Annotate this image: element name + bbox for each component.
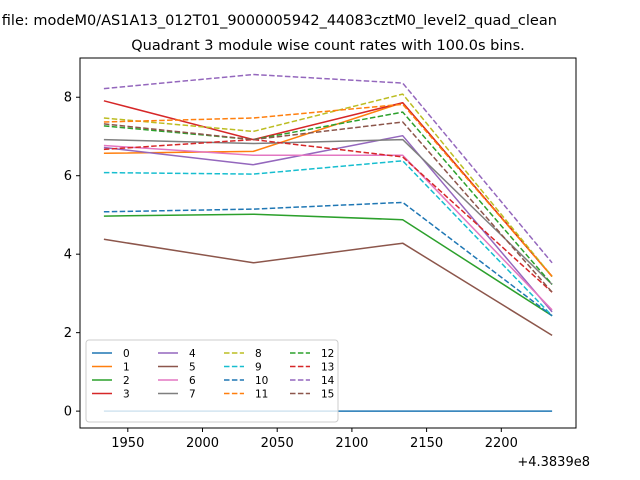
legend-label-15: 15 xyxy=(321,389,334,401)
legend-label-0: 0 xyxy=(123,348,130,360)
x-tick-label: 2200 xyxy=(485,436,518,451)
figure-suptitle: n file: modeM0/AS1A13_012T01_9000005942_… xyxy=(0,13,557,29)
y-tick-label: 0 xyxy=(64,405,72,420)
series-line-2 xyxy=(103,213,553,317)
legend-label-14: 14 xyxy=(321,375,335,387)
series-line-10 xyxy=(103,201,553,317)
legend-box xyxy=(85,339,339,423)
x-tick-label: 2000 xyxy=(186,436,219,451)
legend-label-4: 4 xyxy=(189,348,196,360)
y-tick-label: 2 xyxy=(64,326,72,341)
y-tick-label: 4 xyxy=(64,248,72,263)
legend-label-3: 3 xyxy=(123,389,130,401)
y-tick-label: 6 xyxy=(64,169,72,184)
x-tick-label: 1950 xyxy=(111,436,144,451)
legend-label-8: 8 xyxy=(255,348,262,360)
legend-label-7: 7 xyxy=(189,389,196,401)
legend-label-6: 6 xyxy=(189,375,196,387)
y-tick-label: 8 xyxy=(64,91,72,106)
series-layer xyxy=(103,73,553,412)
series-line-11 xyxy=(103,103,553,277)
legend-label-5: 5 xyxy=(189,362,196,374)
chart-title: Quadrant 3 module wise count rates with … xyxy=(131,38,525,54)
legend-label-9: 9 xyxy=(255,362,262,374)
series-line-12 xyxy=(103,111,553,285)
series-line-9 xyxy=(103,160,553,317)
x-tick-label: 2100 xyxy=(335,436,368,451)
legend-label-13: 13 xyxy=(321,362,334,374)
axes-frame xyxy=(79,57,577,429)
series-line-13 xyxy=(103,138,553,293)
legend-label-11: 11 xyxy=(255,389,268,401)
series-line-6 xyxy=(103,144,553,311)
legend-label-12: 12 xyxy=(321,348,334,360)
x-tick-label: 2050 xyxy=(261,436,294,451)
series-line-8 xyxy=(103,93,553,277)
legend-label-10: 10 xyxy=(255,375,268,387)
legend-label-2: 2 xyxy=(123,375,130,387)
x-offset-label: +4.3839e8 xyxy=(517,455,590,470)
series-line-5 xyxy=(103,238,553,337)
x-tick-label: 2150 xyxy=(410,436,443,451)
series-line-7 xyxy=(103,138,553,285)
series-line-15 xyxy=(103,121,553,293)
series-line-14 xyxy=(103,73,553,264)
legend-label-1: 1 xyxy=(123,362,130,374)
